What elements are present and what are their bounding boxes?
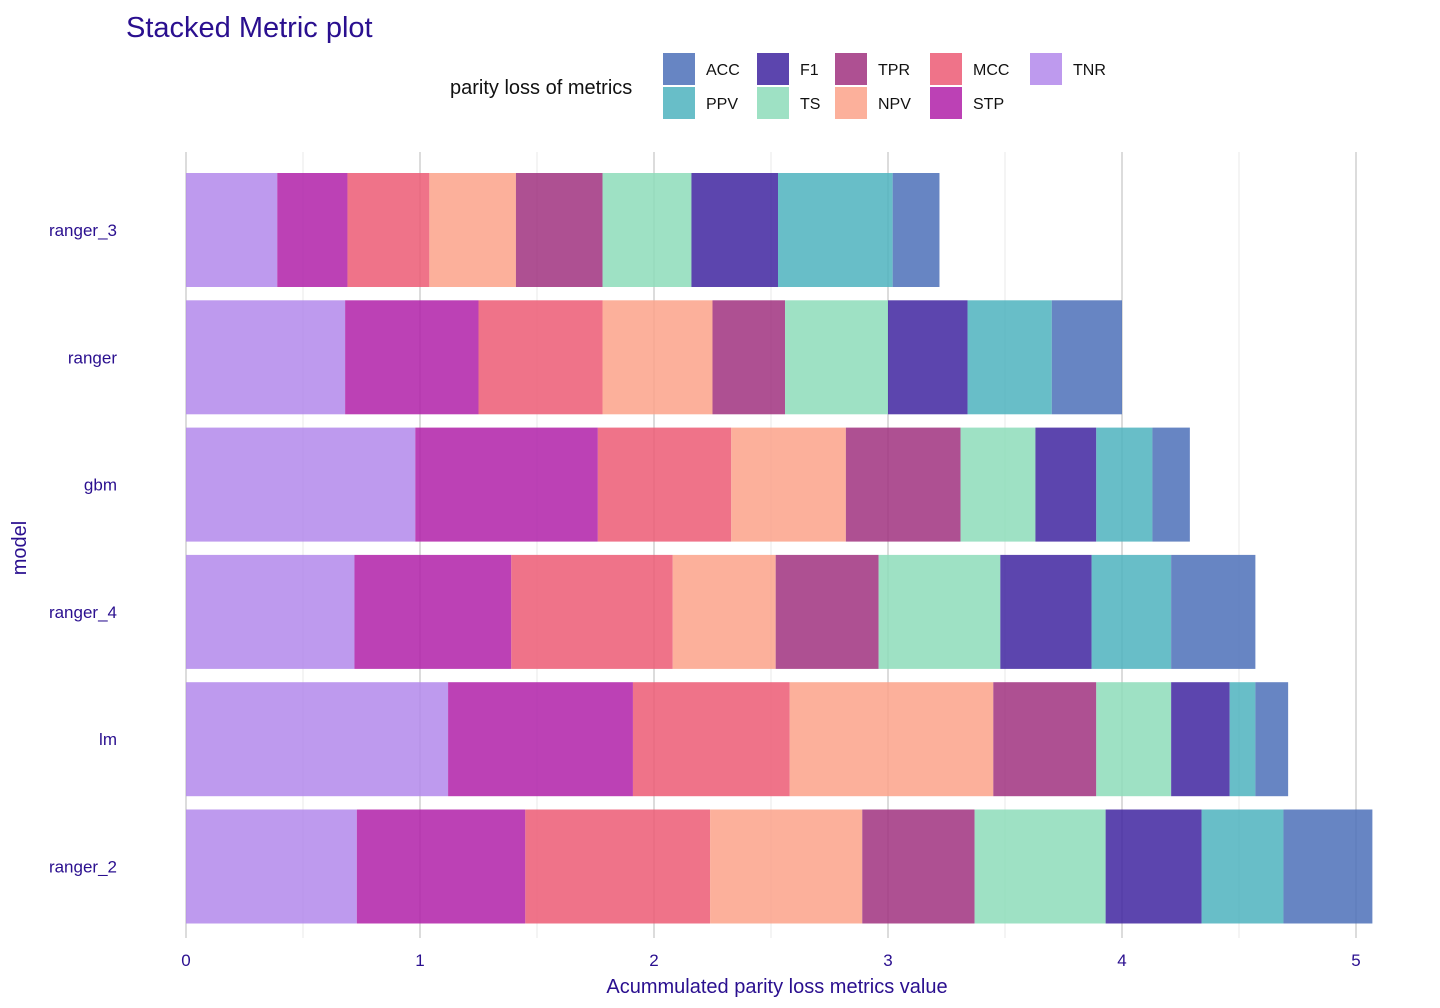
bar-segment-lm-tpr [993, 682, 1097, 797]
bar-segment-ranger-3-f1 [691, 173, 779, 287]
y-tick-label-ranger-4: ranger_4 [49, 603, 117, 622]
bar-segment-ranger-ts [785, 300, 888, 415]
legend-swatch-tpr [835, 53, 867, 85]
bar-segment-lm-mcc [632, 682, 790, 797]
bar-segment-lm-f1 [1171, 682, 1230, 797]
bar-segment-ranger-4-stp [354, 554, 512, 669]
y-tick-label-ranger-3: ranger_3 [49, 221, 117, 240]
legend-swatch-mcc [930, 53, 962, 85]
y-tick-label-ranger: ranger [68, 348, 117, 367]
bar-segment-lm-ts [1096, 682, 1172, 797]
bar-segment-gbm-mcc [597, 427, 732, 542]
bar-segment-ranger-3-ppv [778, 173, 893, 287]
chart-title: Stacked Metric plot [126, 12, 373, 44]
bar-segment-ranger-3-tnr [186, 173, 278, 287]
bar-segment-gbm-stp [415, 427, 598, 542]
bar-segment-ranger-3-ts [602, 173, 692, 287]
legend-label-f1: F1 [800, 62, 819, 79]
bar-segment-gbm-tnr [186, 427, 416, 542]
bar-segment-ranger-2-ts [974, 809, 1106, 924]
x-tick-label-4: 4 [1117, 951, 1126, 970]
legend-swatch-stp [930, 87, 962, 119]
bar-segment-ranger-2-f1 [1105, 809, 1202, 924]
bar-segment-ranger-4-acc [1171, 554, 1256, 669]
x-tick-label-2: 2 [649, 951, 658, 970]
legend-title: parity loss of metrics [450, 77, 632, 99]
legend-swatch-tnr [1030, 53, 1062, 85]
x-tick-label-1: 1 [415, 951, 424, 970]
bar-segment-ranger-4-ts [878, 554, 1001, 669]
bar-segment-lm-npv [789, 682, 994, 797]
bar-segment-ranger-3-npv [429, 173, 516, 287]
legend-swatch-ppv [663, 87, 695, 119]
y-axis-title: model [9, 521, 31, 575]
bar-segment-lm-ppv [1229, 682, 1256, 797]
legend-label-tpr: TPR [878, 62, 910, 79]
legend-swatch-acc [663, 53, 695, 85]
bar-segment-ranger-4-ppv [1091, 554, 1172, 669]
legend-label-npv: NPV [878, 96, 911, 113]
bars [186, 173, 1373, 924]
bar-segment-lm-acc [1255, 682, 1289, 797]
bar-segment-ranger-f1 [888, 300, 968, 415]
bar-segment-ranger-3-mcc [347, 173, 430, 287]
legend-label-tnr: TNR [1073, 62, 1106, 79]
bar-segment-ranger-3-tpr [515, 173, 603, 287]
bar-segment-ranger-tnr [186, 300, 346, 415]
bar-segment-ranger-3-stp [277, 173, 348, 287]
bar-segment-ranger-4-npv [672, 554, 776, 669]
bar-segment-ranger-npv [602, 300, 713, 415]
bar-segment-ranger-2-stp [356, 809, 526, 924]
x-tick-label-5: 5 [1351, 951, 1360, 970]
legend: parity loss of metrics ACC F1 TPR MCC TNR PPV… [450, 53, 1106, 119]
bar-segment-gbm-f1 [1035, 427, 1097, 542]
bar-segment-gbm-ts [960, 427, 1036, 542]
legend-label-stp: STP [973, 96, 1004, 113]
bar-segment-ranger-4-tnr [186, 554, 355, 669]
x-tick-label-3: 3 [883, 951, 892, 970]
x-axis-title: Acummulated parity loss metrics value [606, 976, 947, 998]
bar-segment-ranger-ppv [967, 300, 1052, 415]
legend-swatch-npv [835, 87, 867, 119]
bar-segment-ranger-mcc [478, 300, 603, 415]
x-axis-tick-labels: 0 1 2 3 4 5 [181, 951, 1360, 970]
legend-label-ppv: PPV [706, 96, 738, 113]
x-tick-label-0: 0 [181, 951, 190, 970]
bar-segment-ranger-2-npv [710, 809, 863, 924]
bar-segment-lm-stp [448, 682, 633, 797]
bar-segment-gbm-acc [1152, 427, 1190, 542]
bar-segment-lm-tnr [186, 682, 449, 797]
bar-segment-ranger-4-mcc [511, 554, 673, 669]
bar-segment-ranger-2-tpr [862, 809, 975, 924]
legend-swatch-f1 [757, 53, 789, 85]
bar-segment-gbm-tpr [845, 427, 961, 542]
bar-segment-ranger-2-ppv [1201, 809, 1284, 924]
y-tick-label-ranger-2: ranger_2 [49, 858, 117, 877]
bar-segment-ranger-acc [1051, 300, 1122, 415]
legend-swatch-ts [757, 87, 789, 119]
bar-segment-ranger-2-mcc [525, 809, 711, 924]
legend-label-acc: ACC [706, 62, 740, 79]
bar-segment-ranger-4-tpr [775, 554, 879, 669]
bar-segment-ranger-stp [345, 300, 479, 415]
bar-segment-ranger-4-f1 [1000, 554, 1092, 669]
y-tick-label-lm: lm [99, 730, 117, 749]
legend-label-mcc: MCC [973, 62, 1009, 79]
y-tick-label-gbm: gbm [84, 476, 117, 495]
bar-segment-ranger-2-acc [1283, 809, 1373, 924]
bar-segment-gbm-ppv [1096, 427, 1153, 542]
legend-label-ts: TS [800, 96, 820, 113]
bar-segment-ranger-3-acc [892, 173, 940, 287]
bar-segment-gbm-npv [731, 427, 846, 542]
bar-segment-ranger-tpr [712, 300, 786, 415]
bar-segment-ranger-2-tnr [186, 809, 357, 924]
